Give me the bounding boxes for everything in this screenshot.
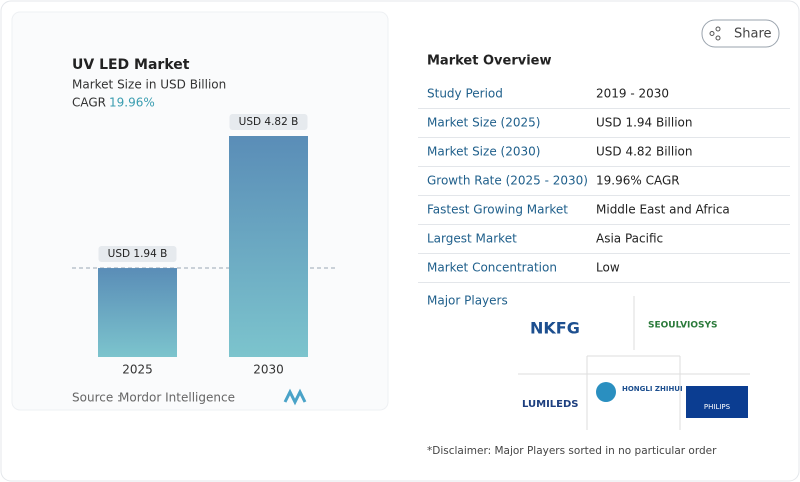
player-logo: NKFG: [530, 319, 580, 338]
logo-mark: [596, 382, 616, 402]
chart-subtitle: Market Size in USD Billion: [72, 78, 226, 92]
row-value: 2019 - 2030: [596, 87, 669, 101]
value-label: USD 1.94 B: [108, 248, 168, 260]
row-value: Asia Pacific: [596, 232, 663, 246]
row-label: Study Period: [427, 87, 503, 101]
row-value: USD 4.82 Billion: [596, 145, 693, 159]
players-title: Major Players: [427, 294, 508, 308]
disclaimer: *Disclaimer: Major Players sorted in no …: [427, 445, 717, 457]
share-button[interactable]: [701, 19, 780, 48]
row-label: Fastest Growing Market: [427, 203, 568, 217]
row-value: 19.96% CAGR: [596, 174, 680, 188]
row-label: Market Size (2030): [427, 145, 540, 159]
x-tick-label: 2025: [122, 363, 153, 377]
row-label: Largest Market: [427, 232, 517, 246]
row-value: Low: [596, 261, 620, 275]
source-label: Source :: [72, 391, 121, 405]
chart-card: [11, 11, 389, 411]
logo-box: [686, 386, 748, 418]
player-logo: HONGLI ZHIHUI: [622, 385, 683, 393]
value-label-box: [229, 114, 308, 130]
share-icon: [715, 26, 721, 32]
share-label[interactable]: Share: [734, 27, 772, 42]
row-value: Middle East and Africa: [596, 203, 730, 217]
x-tick-label: 2030: [253, 363, 284, 377]
cagr-label: CAGR: [72, 96, 106, 110]
cagr-value: 19.96%: [109, 96, 155, 110]
row-label: Market Size (2025): [427, 116, 540, 130]
player-logo: SEOULVIOSYS: [648, 321, 718, 331]
bar: [98, 268, 177, 357]
chart-title: UV LED Market: [72, 57, 190, 73]
row-value: USD 1.94 Billion: [596, 116, 693, 130]
share-icon: [709, 31, 715, 36]
overview-title: Market Overview: [427, 54, 551, 69]
bar: [229, 136, 308, 357]
row-label: Market Concentration: [427, 261, 557, 275]
value-label: USD 4.82 B: [239, 116, 299, 128]
share-icon: [715, 35, 721, 41]
player-logo: PHILIPS: [704, 403, 731, 411]
value-label-box: [98, 246, 177, 263]
source: Mordor Intelligence: [119, 391, 235, 405]
logo-icon: [283, 388, 307, 406]
row-label: Growth Rate (2025 - 2030): [427, 174, 588, 188]
player-logo: LUMILEDS: [522, 399, 579, 410]
